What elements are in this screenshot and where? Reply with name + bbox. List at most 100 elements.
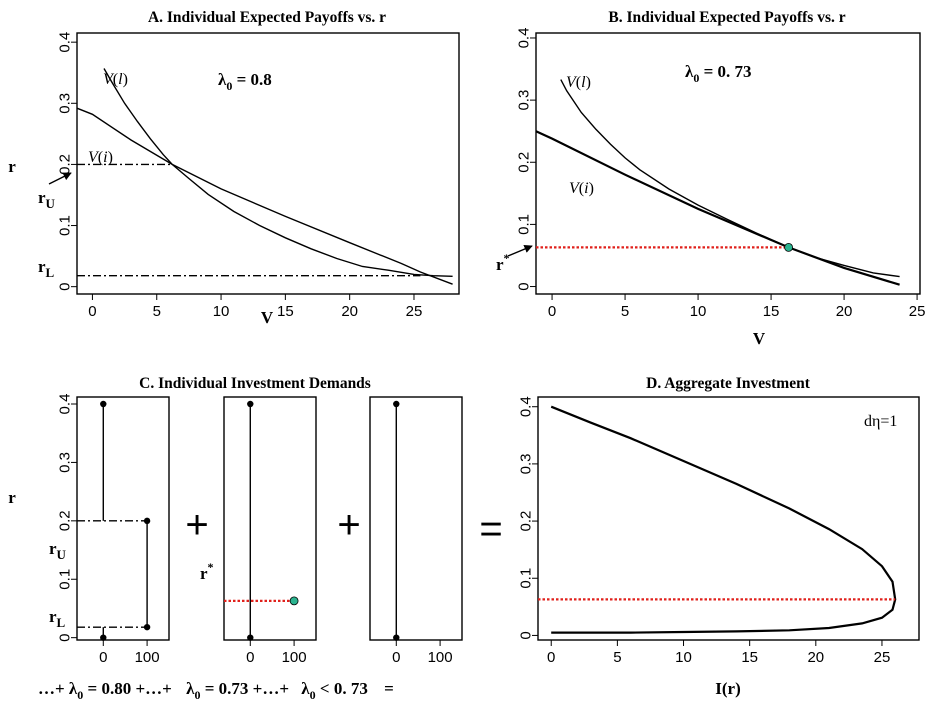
panel-b: B. Individual Expected Payoffs vs. r 0 5 1… xyxy=(496,9,925,348)
panel-c-title: C. Individual Investment Demands xyxy=(139,375,371,392)
panel-c3-x-tick-label: 100 xyxy=(428,649,453,666)
panel-d-annotation: dη=1 xyxy=(864,413,897,430)
panel-c1-y-tick-label: 0.4 xyxy=(57,394,74,415)
panel-b-lambda-annotation: λ0 = 0. 73 xyxy=(685,62,752,85)
panel-c2-demand-point xyxy=(247,400,254,408)
panel-c-plus-operator-2: + xyxy=(337,503,360,547)
panel-c-y-label: r xyxy=(8,488,16,507)
panel-a-y-axis: 0 0.1 0.2 0.3 0.4 xyxy=(57,32,77,291)
panel-b-x-axis: 0 5 10 15 20 25 xyxy=(548,294,926,320)
panel-c3-demand-point xyxy=(393,634,400,641)
panel-a-series-vl-line xyxy=(103,68,453,277)
panel-c-plus-operator-1: + xyxy=(185,503,208,547)
panel-a-ru-label: rU xyxy=(38,188,56,211)
panel-b-x-tick-label: 15 xyxy=(763,303,780,320)
panel-a-x-tick-label: 25 xyxy=(406,303,423,320)
panel-c1-y-tick-label: 0 xyxy=(57,633,74,641)
panel-c2-rstar-label: r* xyxy=(200,560,214,583)
panel-d-x-tick-label: 0 xyxy=(547,649,555,666)
panel-c1-frame xyxy=(76,396,170,641)
panel-d-title: D. Aggregate Investment xyxy=(646,375,811,392)
panel-d-series-aggregate-line xyxy=(550,405,897,634)
panel-a-x-label: V xyxy=(261,308,274,327)
panel-c3-demand-curve xyxy=(393,400,400,641)
panel-b-x-tick-label: 5 xyxy=(621,303,629,320)
panel-c2-equilibrium-point xyxy=(289,596,299,606)
panel-d-y-tick-label: 0.2 xyxy=(518,511,535,532)
panel-a-vl-label: V(l) xyxy=(103,71,128,88)
panel-d-x-label: I(r) xyxy=(715,679,740,698)
panel-c-equals-operator: = xyxy=(479,507,502,551)
panel-a-x-axis: 0 5 10 15 20 25 xyxy=(88,294,422,320)
panel-c1-demand-point xyxy=(100,400,107,408)
panel-c1-demand-point xyxy=(143,623,151,631)
panel-d-x-tick-label: 5 xyxy=(613,649,621,666)
panel-b-rstar-label: r* xyxy=(496,251,510,274)
panel-a-vi-label: V(i) xyxy=(88,149,113,166)
panel-a-y-tick-label: 0.2 xyxy=(57,154,74,175)
panel-b-y-tick-label: 0.4 xyxy=(516,28,533,49)
panel-c1-y-tick-label: 0.1 xyxy=(57,569,74,590)
panel-d-x-tick-label: 15 xyxy=(741,649,758,666)
panel-c1-x-tick-label: 100 xyxy=(135,649,160,666)
panel-c1-x-tick-label: 0 xyxy=(99,649,107,666)
panel-a-rl-label: rL xyxy=(38,257,55,280)
panel-b-vl-label: V(l) xyxy=(566,74,591,91)
panel-a: A. Individual Expected Payoffs vs. r 0 5 1… xyxy=(8,9,460,327)
panel-c1-demand-point xyxy=(143,517,151,525)
panel-c3-x-axis: 0 100 xyxy=(392,640,453,666)
panel-b-y-tick-label: 0.2 xyxy=(516,152,533,173)
panel-c: C. Individual Investment Demands r 00.10… xyxy=(8,375,502,702)
panel-c3-frame xyxy=(369,396,463,641)
panel-d-x-tick-label: 20 xyxy=(807,649,824,666)
panel-d-y-tick-label: 0.1 xyxy=(518,568,535,589)
panel-a-y-tick-label: 0.3 xyxy=(57,93,74,114)
panel-b-y-axis: 0 0.1 0.2 0.3 0.4 xyxy=(516,28,536,291)
panel-b-x-tick-label: 20 xyxy=(836,303,853,320)
panel-c1-y-tick-label: 0.2 xyxy=(57,510,74,531)
panel-a-lambda-annotation: λ0 = 0.8 xyxy=(218,70,272,93)
panel-a-title: A. Individual Expected Payoffs vs. r xyxy=(148,9,386,26)
panel-b-rstar-arrow xyxy=(507,245,533,257)
panel-a-x-tick-label: 20 xyxy=(341,303,358,320)
panel-b-x-tick-label: 0 xyxy=(548,303,556,320)
panel-b-title: B. Individual Expected Payoffs vs. r xyxy=(608,9,845,26)
panel-c1-rl-label: rL xyxy=(49,607,66,630)
panel-d-x-axis: 0 5 10 15 20 25 xyxy=(547,640,890,666)
panel-c1-y-tick-label: 0.3 xyxy=(57,452,74,473)
panel-b-x-tick-label: 25 xyxy=(909,303,926,320)
panel-b-frame xyxy=(535,32,921,295)
panel-b-vi-label: V(i) xyxy=(569,180,594,197)
panel-b-x-tick-label: 10 xyxy=(690,303,707,320)
panel-a-x-tick-label: 10 xyxy=(213,303,230,320)
panel-d-x-tick-label: 25 xyxy=(874,649,891,666)
panel-a-x-tick-label: 15 xyxy=(277,303,294,320)
panel-c2-x-tick-label: 0 xyxy=(246,649,254,666)
panel-b-y-tick-label: 0 xyxy=(516,282,533,290)
panel-b-y-tick-label: 0.1 xyxy=(516,214,533,235)
panel-d-y-tick-label: 0.3 xyxy=(518,453,535,474)
panel-b-y-tick-label: 0.3 xyxy=(516,90,533,111)
panel-c2-x-tick-label: 100 xyxy=(282,649,307,666)
panel-a-y-tick-label: 0 xyxy=(57,282,74,290)
panel-a-y-tick-label: 0.4 xyxy=(57,32,74,53)
panel-a-y-label: r xyxy=(8,157,16,176)
panel-c1-y-axis: 0 0.1 0.2 0.3 0.4 xyxy=(57,394,77,642)
panel-d-y-tick-label: 0 xyxy=(518,631,535,639)
panel-c-caption: …+ λ0 = 0.80 +…+ λ0 = 0.73 +…+ λ0 < 0. 7… xyxy=(38,679,394,702)
panel-c1-x-axis: 0 100 xyxy=(99,640,160,666)
panel-c2-x-axis: 0 100 xyxy=(246,640,307,666)
panel-b-equilibrium-point xyxy=(784,242,793,252)
panel-d-frame xyxy=(537,396,920,641)
panel-a-ru-arrow xyxy=(48,172,72,185)
panel-d-x-tick-label: 10 xyxy=(675,649,692,666)
panel-d: D. Aggregate Investment 0 5 10 15 20 25 0 0.1 0… xyxy=(518,375,920,698)
panel-c2-demand-point xyxy=(247,634,254,641)
panel-d-y-axis: 0 0.1 0.2 0.3 0.4 xyxy=(518,396,538,640)
panel-c3-demand-point xyxy=(393,400,400,408)
panel-c2-frame xyxy=(223,396,317,641)
panel-c1-demand-curve xyxy=(77,400,151,641)
panel-c2-demand-curve xyxy=(224,400,299,641)
panel-a-x-tick-label: 0 xyxy=(88,303,96,320)
